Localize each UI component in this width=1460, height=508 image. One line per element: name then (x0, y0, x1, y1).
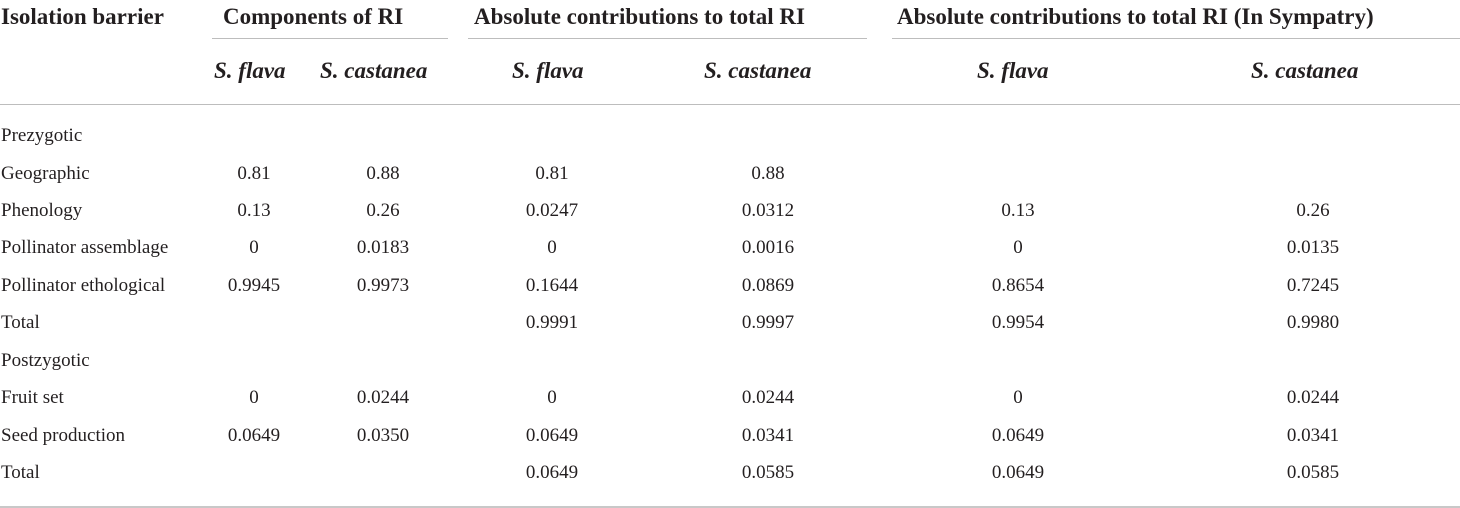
table-cell: 0.9997 (741, 312, 795, 333)
table-cell: 0.0247 (525, 200, 579, 221)
row-label: Phenology (1, 200, 83, 221)
header-isolation-barrier: Isolation barrier (1, 4, 164, 29)
table-cell: 0.81 (535, 163, 569, 184)
table-cell: 0.9973 (356, 275, 410, 296)
row-label: Total (1, 462, 40, 483)
subheader-components-s-flava: S. flava (214, 58, 286, 83)
table-bottom-rule (0, 506, 1460, 508)
table-cell: 0.0350 (356, 425, 410, 446)
row-label: Seed production (1, 425, 126, 446)
row-label: Pollinator assemblage (1, 237, 169, 258)
row-label: Geographic (1, 163, 90, 184)
table-cell: 0.0649 (991, 425, 1045, 446)
row-label: Total (1, 312, 40, 333)
table-cell: 0.0312 (741, 200, 795, 221)
row-label: Fruit set (1, 387, 64, 408)
table-cell: 0.9954 (991, 312, 1045, 333)
header-group-rule-absolute (468, 38, 867, 39)
subheader-absolute-s-castanea: S. castanea (704, 58, 812, 83)
table-cell: 0.0183 (356, 237, 410, 258)
header-bottom-rule (0, 104, 1460, 105)
table-cell: 0.9991 (525, 312, 579, 333)
table-cell: 0.26 (1296, 200, 1330, 221)
table-cell: 0.0016 (741, 237, 795, 258)
table-cell: 0.13 (1001, 200, 1035, 221)
table-cell: 0.88 (366, 163, 400, 184)
header-group-rule-components (212, 38, 448, 39)
subheader-sympatry-s-flava: S. flava (977, 58, 1049, 83)
table-cell: 0.8654 (991, 275, 1045, 296)
table-cell: 0.9945 (227, 275, 281, 296)
table-cell: 0.0244 (741, 387, 795, 408)
table-cell: 0.13 (237, 200, 271, 221)
table-cell: 0.0244 (1286, 387, 1340, 408)
row-label: Prezygotic (1, 125, 83, 146)
table-cell: 0 (249, 237, 259, 258)
header-group-rule-sympatry (892, 38, 1460, 39)
table-cell: 0 (1013, 237, 1023, 258)
table-cell: 0.0869 (741, 275, 795, 296)
table-cell: 0.0244 (356, 387, 410, 408)
table-cell: 0.7245 (1286, 275, 1340, 296)
subheader-sympatry-s-castanea: S. castanea (1251, 58, 1359, 83)
row-label: Pollinator ethological (1, 275, 166, 296)
header-components-of-ri: Components of RI (223, 4, 404, 29)
table-cell: 0.0341 (1286, 425, 1340, 446)
table-cell: 0.1644 (525, 275, 579, 296)
table-cell: 0.0585 (1286, 462, 1340, 483)
table-cell: 0.9980 (1286, 312, 1340, 333)
table-cell: 0 (249, 387, 259, 408)
header-absolute-contributions: Absolute contributions to total RI (474, 4, 805, 29)
subheader-components-s-castanea: S. castanea (320, 58, 428, 83)
table-cell: 0.81 (237, 163, 271, 184)
table-cell: 0.0135 (1286, 237, 1340, 258)
table-cell: 0.0649 (227, 425, 281, 446)
table-cell: 0.0341 (741, 425, 795, 446)
table-cell: 0.0649 (991, 462, 1045, 483)
table-cell: 0 (547, 387, 557, 408)
table-cell: 0.0649 (525, 425, 579, 446)
table-cell: 0 (1013, 387, 1023, 408)
header-absolute-contributions-sympatry: Absolute contributions to total RI (In S… (897, 4, 1374, 29)
table-cell: 0.26 (366, 200, 400, 221)
table-cell: 0 (547, 237, 557, 258)
table-cell: 0.0585 (741, 462, 795, 483)
row-label: Postzygotic (1, 350, 90, 371)
table-cell: 0.0649 (525, 462, 579, 483)
subheader-absolute-s-flava: S. flava (512, 58, 584, 83)
table-cell: 0.88 (751, 163, 785, 184)
